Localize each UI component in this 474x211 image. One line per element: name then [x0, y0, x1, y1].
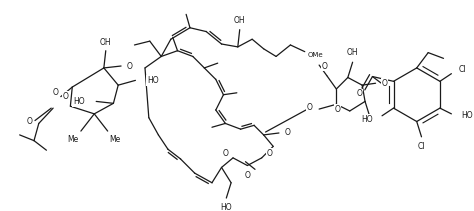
Text: O: O: [53, 88, 59, 97]
Text: Me: Me: [68, 135, 79, 144]
Text: O: O: [222, 149, 228, 158]
Text: HO: HO: [73, 97, 85, 106]
Text: HO: HO: [147, 76, 158, 85]
Text: O: O: [322, 62, 328, 70]
Text: O: O: [381, 79, 387, 88]
Text: Cl: Cl: [418, 142, 425, 151]
Text: O: O: [356, 89, 362, 98]
Text: HO: HO: [220, 203, 232, 211]
Text: O: O: [334, 105, 340, 114]
Text: Me: Me: [109, 135, 121, 144]
Text: OH: OH: [234, 16, 246, 25]
Text: OMe: OMe: [308, 51, 323, 58]
Text: O: O: [266, 149, 272, 158]
Text: HO: HO: [461, 111, 473, 120]
Text: OH: OH: [100, 38, 111, 47]
Text: HO: HO: [361, 115, 373, 124]
Text: O: O: [127, 62, 133, 70]
Text: Cl: Cl: [459, 65, 466, 74]
Text: O: O: [63, 92, 69, 101]
Text: O: O: [245, 170, 250, 180]
Text: OH: OH: [347, 48, 358, 57]
Text: O: O: [26, 117, 32, 126]
Text: O: O: [307, 103, 312, 112]
Text: O: O: [285, 128, 291, 138]
